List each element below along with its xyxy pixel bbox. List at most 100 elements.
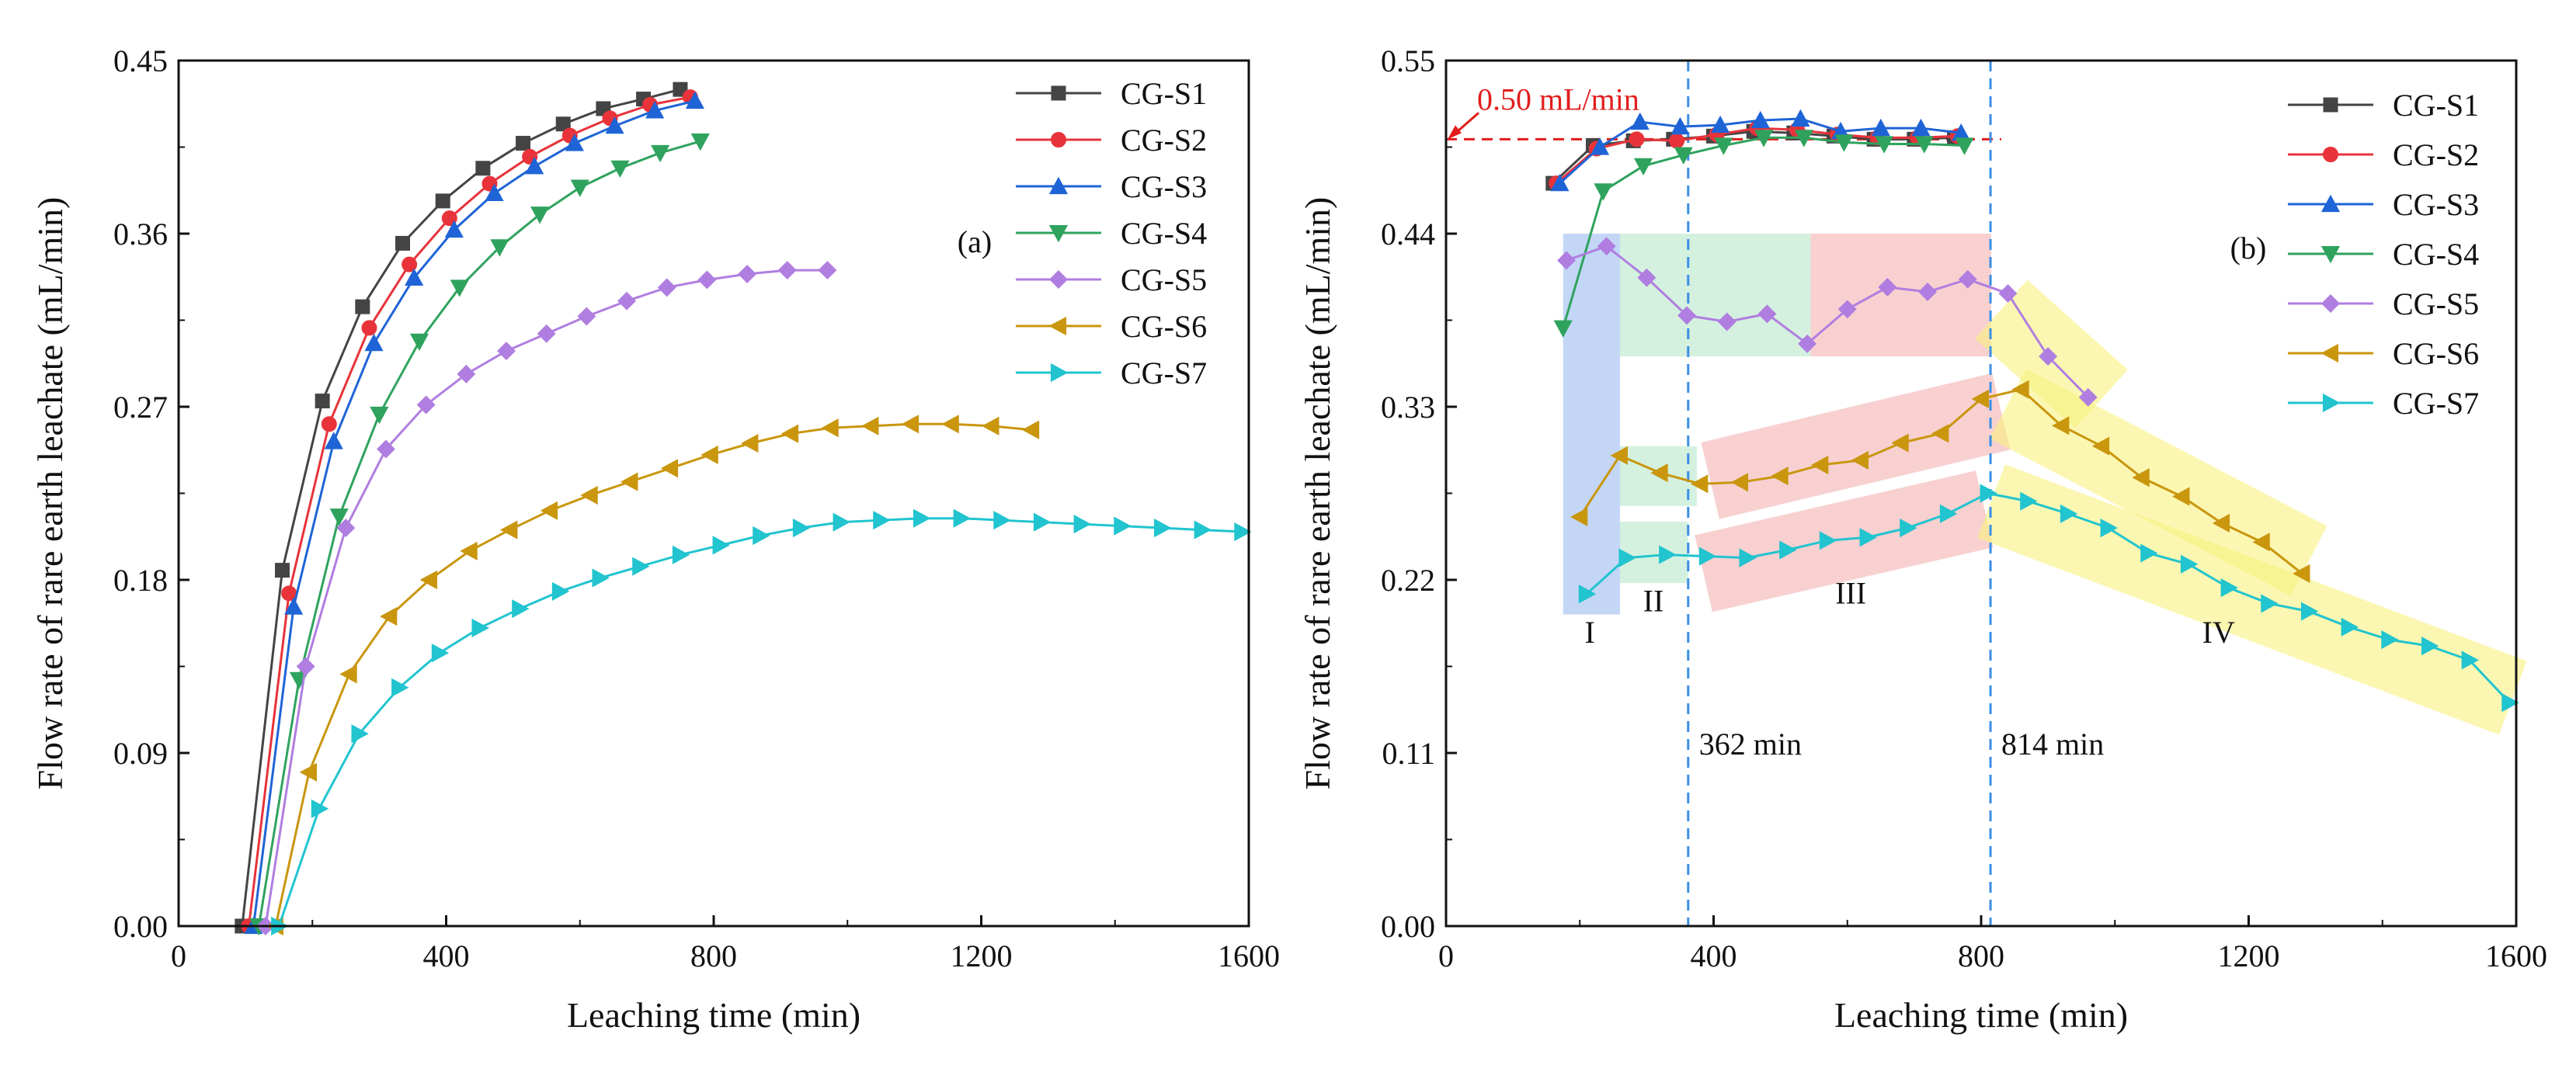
panel-b-point-cg-s6-3: [1690, 474, 1709, 494]
panel-a-point-cg-s3-10: [645, 101, 665, 119]
panel-a-point-cg-s6-19: [1021, 420, 1040, 439]
panel-b-point-cg-s6-6: [1810, 455, 1829, 475]
panel-a-point-cg-s4-4: [409, 333, 429, 352]
panel-b-y-tick-label-0: 0.00: [1381, 909, 1435, 944]
panel-a-legend-marker-cg-s1: [1051, 85, 1066, 101]
panel-a-point-cg-s7-5: [471, 618, 489, 638]
panel-b-point-cg-s3-5: [1750, 110, 1770, 129]
panel-a-point-cg-s5-4: [416, 395, 436, 415]
panel-b-x-tick-label-4: 1600: [2485, 938, 2547, 973]
panel-a-point-cg-s5-12: [738, 265, 757, 283]
panel-a-point-cg-s7-18: [993, 511, 1011, 530]
panel-a-x-axis-title: Leaching time (min): [567, 995, 860, 1035]
panel-a-point-cg-s3-6: [485, 183, 504, 202]
panel-a-point-cg-s2-5: [441, 210, 457, 227]
panel-b-point-cg-s6-0: [1570, 507, 1588, 526]
panel-b-point-cg-s7-5: [1779, 540, 1797, 560]
panel-b-point-cg-s7-6: [1819, 531, 1837, 550]
panel-a-point-cg-s6-15: [861, 416, 879, 435]
panel-b-band-3: [1989, 369, 2327, 596]
panel-b-series-cg-s7: [1578, 484, 2519, 713]
panel-b-legend-label-cg-s5: CG-S5: [2393, 286, 2479, 321]
panel-b-x-tick-label-1: 400: [1691, 938, 1737, 973]
panel-a-point-cg-s1-4: [395, 235, 411, 251]
panel-a-point-cg-s7-22: [1153, 519, 1172, 538]
panel-b-point-cg-s5-8: [1878, 277, 1897, 297]
panel-b-point-cg-s4-8: [1875, 136, 1894, 154]
panel-a-point-cg-s6-16: [901, 415, 920, 434]
panel-b-point-cg-s5-6: [1798, 334, 1817, 353]
panel-b-legend-label-cg-s3: CG-S3: [2393, 187, 2479, 222]
panel-a-point-cg-s7-11: [712, 536, 730, 555]
panel-a-point-cg-s6-12: [741, 433, 759, 453]
panel-b-point-cg-s5-4: [1717, 312, 1736, 331]
panel-a-legend-entry-cg-s5: CG-S5: [1016, 262, 1207, 297]
panel-a-point-cg-s1-7: [516, 136, 531, 151]
panel-a-legend-marker-cg-s3: [1048, 176, 1069, 195]
panel-b-legend-label-cg-s4: CG-S4: [2393, 237, 2479, 272]
panel-b-point-cg-s7-19: [2341, 617, 2359, 637]
panel-a-ticks: 0 400 800 1200 1600 0.00 0.09 0.18 0.27 0.36 0.45: [113, 43, 1280, 973]
panel-b-stage-label-III: III: [1835, 575, 1866, 610]
panel-b-point-cg-s7-16: [2220, 578, 2238, 598]
panel-b-point-cg-s6-9: [1931, 424, 1949, 443]
panel-a-point-cg-s3-3: [364, 333, 384, 352]
panel-b-label: (b): [2230, 231, 2267, 265]
panel-b-x-axis-title: Leaching time (min): [1834, 995, 2128, 1035]
panel-b-vline-label-362: 362 min: [1699, 727, 1802, 762]
panel-a-y-axis-title: Flow rate of rare earth leachate (mL/min…: [30, 197, 70, 790]
panel-a-point-cg-s6-7: [540, 501, 558, 520]
panel-b-point-cg-s3-2: [1630, 112, 1650, 130]
panel-b-legend-entry-cg-s5: CG-S5: [2288, 286, 2479, 321]
panel-b-stage-label-IV: IV: [2202, 615, 2235, 650]
panel-a-point-cg-s7-23: [1194, 520, 1212, 540]
panel-b-x-tick-label-2: 800: [1958, 938, 2004, 973]
panel-a-point-cg-s4-9: [610, 160, 630, 179]
panel-a-legend-label-cg-s7: CG-S7: [1121, 356, 1207, 390]
panel-a-series-line-cg-s6: [274, 422, 1032, 927]
panel-a-point-cg-s1-11: [673, 82, 688, 97]
panel-b-point-cg-s4-0: [1553, 320, 1573, 338]
panel-a-series-cg-s7: [271, 508, 1252, 936]
panel-a-point-cg-s5-5: [457, 364, 476, 383]
panel-a-point-cg-s6-6: [500, 520, 518, 540]
panel-b-point-cg-s4-5: [1754, 130, 1774, 147]
panel-b-point-cg-s5-0: [1557, 251, 1576, 270]
panel-a-point-cg-s7-8: [592, 568, 610, 588]
panel-b-reference-line-label: 0.50 mL/min: [1477, 82, 1639, 116]
panel-b-point-cg-s5-5: [1757, 304, 1777, 324]
panel-b-point-cg-s4-6: [1794, 130, 1813, 147]
panel-b-point-cg-s3-9: [1911, 118, 1931, 137]
panel-b-point-cg-s3-4: [1711, 115, 1730, 134]
panel-b-zone-2: [1810, 234, 1991, 357]
panel-b-point-cg-s7-15: [2180, 554, 2199, 574]
panel-a-x-tick-label-0: 0: [171, 938, 186, 973]
panel-b-point-cg-s5-13: [2078, 387, 2098, 407]
panel-b-point-cg-s6-1: [1610, 446, 1628, 465]
panel-a-point-cg-s6-5: [460, 541, 478, 560]
panel-a-point-cg-s6-2: [339, 664, 357, 684]
panel-a-point-cg-s2-4: [402, 256, 418, 272]
panel-a-point-cg-s7-13: [792, 519, 811, 538]
panel-b-point-cg-s7-14: [2140, 543, 2158, 563]
panel-b-stage-label-I: I: [1585, 615, 1595, 650]
panel-a-point-cg-s4-11: [690, 134, 710, 151]
panel-a-point-cg-s4-3: [370, 406, 389, 425]
panel-a-point-cg-s7-6: [512, 599, 530, 619]
panel-a-point-cg-s1-8: [555, 116, 571, 132]
panel-b-x-tick-label-0: 0: [1438, 938, 1454, 973]
panel-a-point-cg-s3-2: [324, 432, 343, 449]
panel-b-legend-marker-cg-s3: [2320, 194, 2341, 213]
panel-a-point-cg-s5-13: [777, 261, 797, 280]
panel-a-point-cg-s4-5: [450, 279, 469, 297]
panel-b-point-cg-s5-9: [1918, 283, 1938, 301]
panel-a-point-cg-s7-3: [391, 678, 409, 697]
panel-a-series-cg-s5: [256, 261, 837, 935]
panel-a-legend-marker-cg-s7: [1050, 363, 1069, 383]
panel-a-point-cg-s3-1: [284, 597, 304, 615]
panel-a-point-cg-s6-11: [700, 445, 718, 465]
panel-a-point-cg-s3-5: [444, 220, 464, 238]
panel-b-point-cg-s6-16: [2212, 513, 2230, 533]
panel-b-point-cg-s7-13: [2100, 519, 2118, 538]
